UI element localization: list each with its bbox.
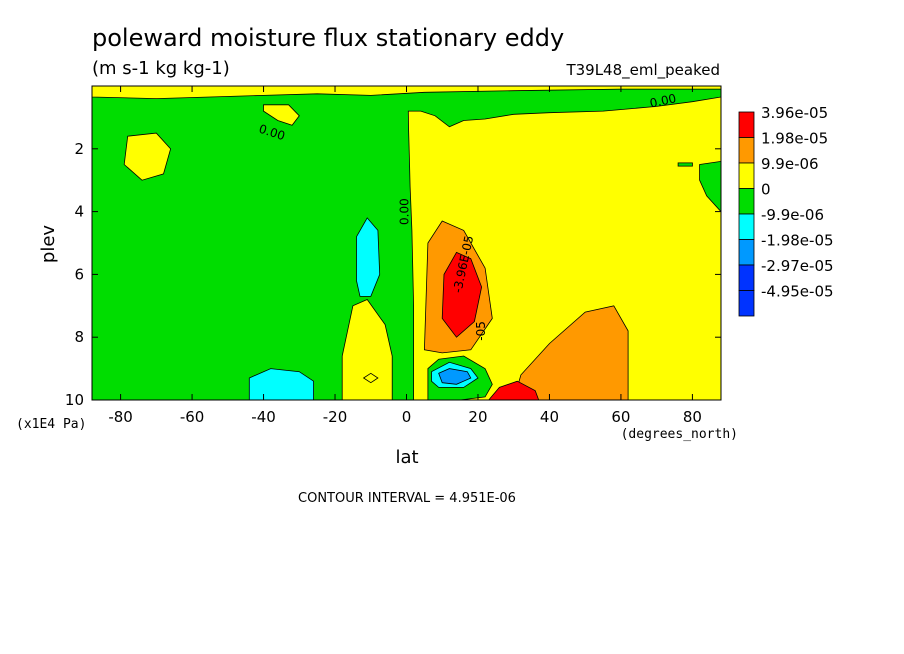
contour-region-4 — [341, 299, 393, 400]
contour-fill-regions — [92, 86, 721, 400]
legend-swatch — [738, 111, 755, 138]
legend-label: -2.97e-05 — [761, 257, 834, 275]
contour-region-15 — [488, 380, 540, 400]
contour-region-9 — [356, 217, 381, 297]
x-axis-label: lat — [395, 447, 418, 468]
contour-region-2 — [263, 104, 300, 126]
x-tick-label: -80 — [108, 408, 133, 426]
contour-region-11 — [438, 368, 472, 385]
x-tick-label: 0 — [402, 408, 412, 426]
color-legend: 3.96e-05 1.98e-05 9.9e-06 0 -9.9e-06 -1.98e-0… — [738, 104, 834, 317]
contour-region-7 — [677, 162, 693, 167]
legend-label: 0 — [761, 181, 771, 199]
legend-swatch — [738, 188, 755, 215]
contour-interval-label: CONTOUR INTERVAL = 4.951E-06 — [298, 491, 516, 506]
legend-swatch — [738, 290, 755, 317]
y-tick-label: 4 — [74, 203, 84, 221]
x-tick-label: -60 — [180, 408, 205, 426]
contour-region-5 — [699, 160, 721, 213]
y-tick-label: 10 — [65, 391, 84, 409]
legend-label: 3.96e-05 — [761, 104, 828, 122]
contour-region-14 — [441, 251, 483, 338]
x-tick-label: -40 — [251, 408, 276, 426]
y-axis-units: (x1E4 Pa) — [16, 417, 86, 432]
legend-label: -9.9e-06 — [761, 206, 824, 224]
legend-label: -1.98e-05 — [761, 232, 834, 250]
x-tick-label: 20 — [468, 408, 487, 426]
contour-region-1 — [92, 86, 721, 100]
x-axis-ticks: -80 -60 -40 -20 0 20 40 60 80 — [108, 86, 702, 426]
legend-swatch — [738, 264, 755, 291]
y-tick-label: 6 — [74, 265, 84, 283]
contour-region-8 — [248, 368, 315, 400]
legend-swatch — [738, 137, 755, 164]
legend-swatch — [738, 213, 755, 240]
y-tick-label: 2 — [74, 140, 84, 158]
contour-label-0: 0.00 — [648, 91, 677, 110]
y-tick-label: 8 — [74, 328, 84, 346]
y-axis-label: plev — [38, 225, 59, 264]
y-axis-ticks: 2 4 6 8 10 — [65, 140, 721, 409]
x-tick-label: 80 — [683, 408, 702, 426]
legend-swatch — [738, 162, 755, 189]
run-label: T39L48_eml_peaked — [565, 61, 720, 80]
contour-region-13 — [513, 305, 629, 400]
x-tick-label: 40 — [540, 408, 559, 426]
contour-region-3 — [123, 132, 172, 181]
legend-label: 9.9e-06 — [761, 155, 819, 173]
x-tick-label: -20 — [323, 408, 348, 426]
contour-label-2: 0.00 — [397, 198, 411, 225]
legend-label: 1.98e-05 — [761, 130, 828, 148]
chart-title: poleward moisture flux stationary eddy — [92, 24, 564, 52]
x-tick-label: 60 — [611, 408, 630, 426]
contour-region-16 — [362, 372, 379, 384]
legend-swatch — [738, 239, 755, 266]
contour-label-4: -05 — [474, 321, 488, 341]
legend-label: -4.95e-05 — [761, 283, 834, 301]
chart-subtitle: (m s-1 kg kg-1) — [92, 58, 230, 79]
x-axis-units: (degrees_north) — [621, 427, 738, 442]
